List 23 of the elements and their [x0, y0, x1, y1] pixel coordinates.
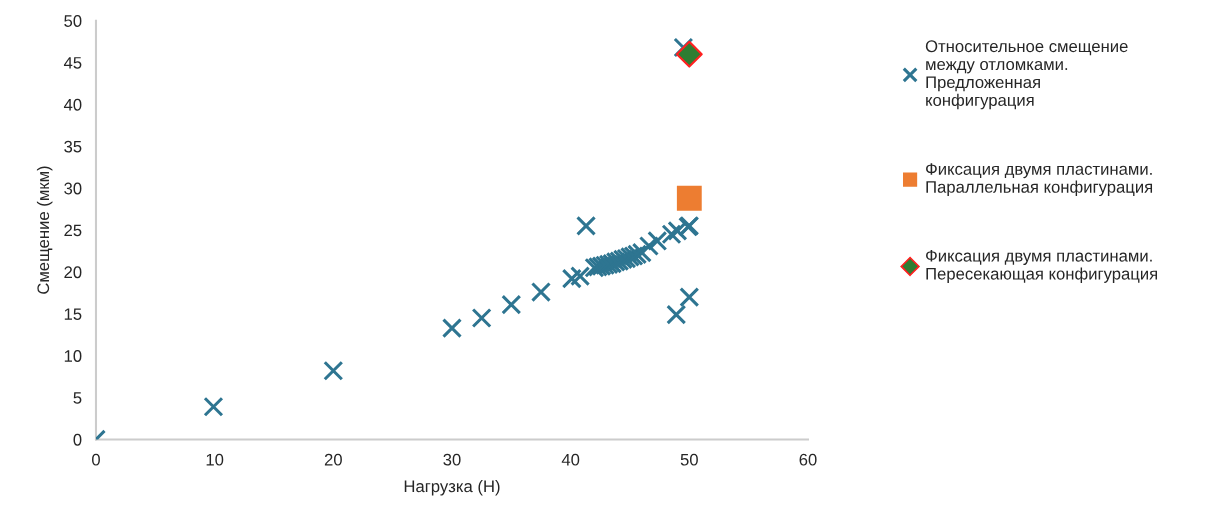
- x-tick-label: 20: [324, 453, 342, 466]
- x-tick-label: 40: [561, 453, 580, 466]
- y-tick-label: 40: [63, 98, 82, 111]
- y-tick-label: 35: [64, 140, 82, 153]
- x-axis-title: Нагрузка (Н): [404, 479, 500, 496]
- y-tick-label: 20: [64, 266, 82, 279]
- x-tick-label: 30: [443, 453, 461, 466]
- y-tick-label: 30: [64, 182, 82, 195]
- y-tick-label: 0: [73, 433, 82, 446]
- legend-label: Фиксация двумя пластинами. Параллельная конфигурация: [926, 163, 1153, 197]
- x-tick-label: 10: [206, 453, 224, 466]
- x-tick-label: 50: [680, 453, 698, 466]
- y-tick-label: 15: [64, 308, 82, 321]
- x-tick-label: 0: [92, 453, 100, 466]
- x-tick-label: 60: [799, 453, 817, 466]
- legend-label: Относительное смещение между отломками. Предложенная конфигурация: [925, 40, 1128, 110]
- y-tick-label: 45: [63, 57, 82, 69]
- y-tick-label: 25: [64, 224, 82, 237]
- y-axis-title: Смещение (мкм): [36, 166, 53, 294]
- y-tick-label: 5: [73, 392, 82, 404]
- y-tick-label: 50: [64, 15, 82, 27]
- legend-label: Фиксация двумя пластинами. Пересекающая конфигурация: [926, 249, 1158, 283]
- y-tick-label: 10: [64, 350, 82, 362]
